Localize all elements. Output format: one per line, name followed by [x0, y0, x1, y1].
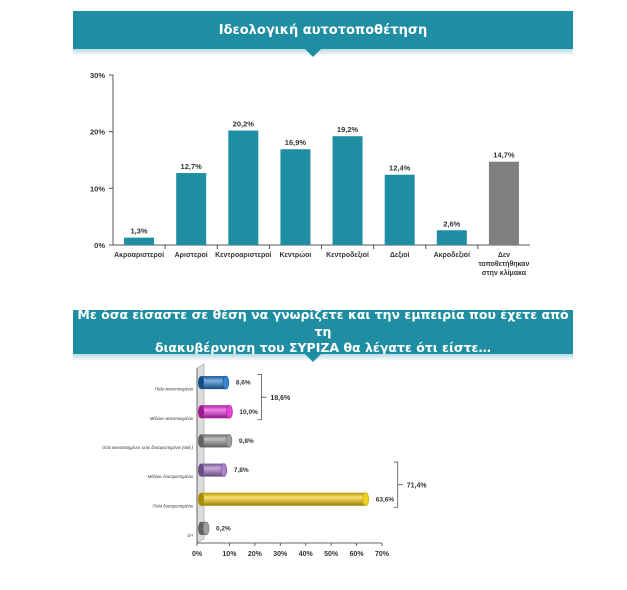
chart-wall	[196, 363, 205, 544]
bar-value-label: 1,3%	[131, 227, 148, 236]
y-tick-label: 10%	[90, 184, 105, 193]
y-category-label: Μάλλον δυσαρεστημένοι	[148, 474, 193, 479]
bar-end-cap	[226, 404, 233, 419]
x-category-label: Κεντρώοι	[280, 252, 312, 259]
chart2-banner-notch	[305, 354, 321, 362]
ideology-bar-chart: 0% 10% 20% 30% 1,3% Ακροαριστεροί 12,7% Αριστερ…	[90, 71, 530, 277]
y-tick-label: 30%	[90, 71, 105, 80]
y-category-label: Μάλλον ικανοποιημένοι	[150, 416, 193, 421]
chart1-title-banner: Ιδεολογική αυτοτοποθέτηση	[73, 11, 573, 56]
bar-left-cap	[198, 492, 204, 506]
x-category-label: Δεξιοί	[390, 252, 410, 259]
bar	[176, 173, 207, 245]
x-tick-label: 10%	[222, 551, 237, 558]
bar-value-label: 16,9%	[285, 138, 307, 147]
bar	[201, 434, 229, 448]
bar	[228, 130, 259, 245]
x-category-label: Κεντροαριστεροί	[215, 252, 271, 259]
x-category-label: Αριστεροί	[175, 252, 208, 259]
bar-end-cap	[202, 521, 210, 536]
chart2-title-banner: Με όσα είσαστε σε θέση να γνωρίζετε και …	[73, 306, 573, 361]
chart1-title: Ιδεολογική αυτοτοποθέτηση	[218, 22, 428, 38]
bar-value-label: 9,8%	[239, 438, 254, 445]
bar-value-label: 8,6%	[236, 380, 251, 387]
bar	[201, 492, 366, 506]
bar-value-label: 0,2%	[216, 525, 231, 532]
bar	[280, 149, 311, 245]
bar-value-label: 12,7%	[181, 162, 203, 171]
y-tick-label: 20%	[90, 128, 105, 137]
x-tick-label: 60%	[350, 551, 365, 558]
bar	[332, 136, 363, 245]
chart1-banner-notch	[305, 49, 321, 57]
bar-end-cap	[225, 434, 233, 448]
bar-left-cap	[198, 376, 204, 390]
x-category-label: Κεντροδεξιοί	[326, 252, 369, 259]
group-bracket	[257, 374, 267, 421]
bar-value-label: 19,2%	[337, 125, 359, 134]
bar-end-cap	[222, 375, 230, 390]
x-tick-label: 70%	[375, 551, 390, 558]
x-category-label: Δεν	[498, 252, 510, 259]
y-category-label: Πολύ ικανοποιημένοι	[155, 387, 193, 392]
bar-value-label: 7,8%	[234, 467, 249, 474]
y-category-label: Ούτε ικανοποιημένοι, ούτε δυσαρεστημένοι…	[102, 445, 194, 450]
x-tick-label: 0%	[192, 551, 203, 558]
bar-value-label: 20,2%	[233, 120, 255, 129]
bar-end-cap	[362, 492, 370, 507]
x-category-label: Ακροαριστεροί	[114, 252, 164, 259]
x-category-label: στην κλίμακα	[482, 269, 527, 277]
y-tick-label: 0%	[94, 241, 105, 250]
x-tick-label: 30%	[273, 551, 288, 558]
x-tick-label: 40%	[299, 551, 314, 558]
bar-end-cap	[220, 463, 228, 477]
bar-left-cap	[198, 405, 204, 419]
y-category-label: ΔΑ	[186, 532, 193, 537]
bar	[436, 230, 467, 245]
group-total-label: 18,6%	[270, 395, 291, 402]
bar-value-label: 63,6%	[376, 496, 395, 503]
bar	[201, 463, 224, 477]
bar-value-label: 2,6%	[443, 219, 460, 228]
bar-value-label: 10,0%	[239, 409, 258, 416]
bar-left-cap	[198, 463, 204, 477]
bar-value-label: 14,7%	[493, 151, 515, 160]
bar-value-label: 12,4%	[389, 164, 411, 173]
group-bracket	[393, 461, 403, 508]
x-category-label: Ακροδεξιοί	[434, 252, 470, 259]
chart2-title-line-1: Με όσα είσαστε σε θέση να γνωρίζετε και …	[77, 306, 569, 339]
bar-left-cap	[198, 521, 204, 535]
bar	[201, 376, 226, 390]
bar	[124, 237, 155, 245]
x-category-label: τοποθετήθηκαν	[478, 261, 529, 268]
y-category-label: Πολύ δυσαρεστημένοι	[153, 503, 194, 508]
x-tick-label: 20%	[248, 551, 263, 558]
chart2-title-line-2: διακυβέρνηση του ΣΥΡΙΖΑ θα λέγατε ότι εί…	[154, 340, 492, 356]
bar-left-cap	[198, 434, 204, 448]
bar	[384, 174, 415, 245]
x-tick-label: 50%	[324, 551, 339, 558]
group-total-label: 71,4%	[407, 483, 428, 490]
bar	[488, 161, 519, 245]
bar	[201, 405, 230, 419]
